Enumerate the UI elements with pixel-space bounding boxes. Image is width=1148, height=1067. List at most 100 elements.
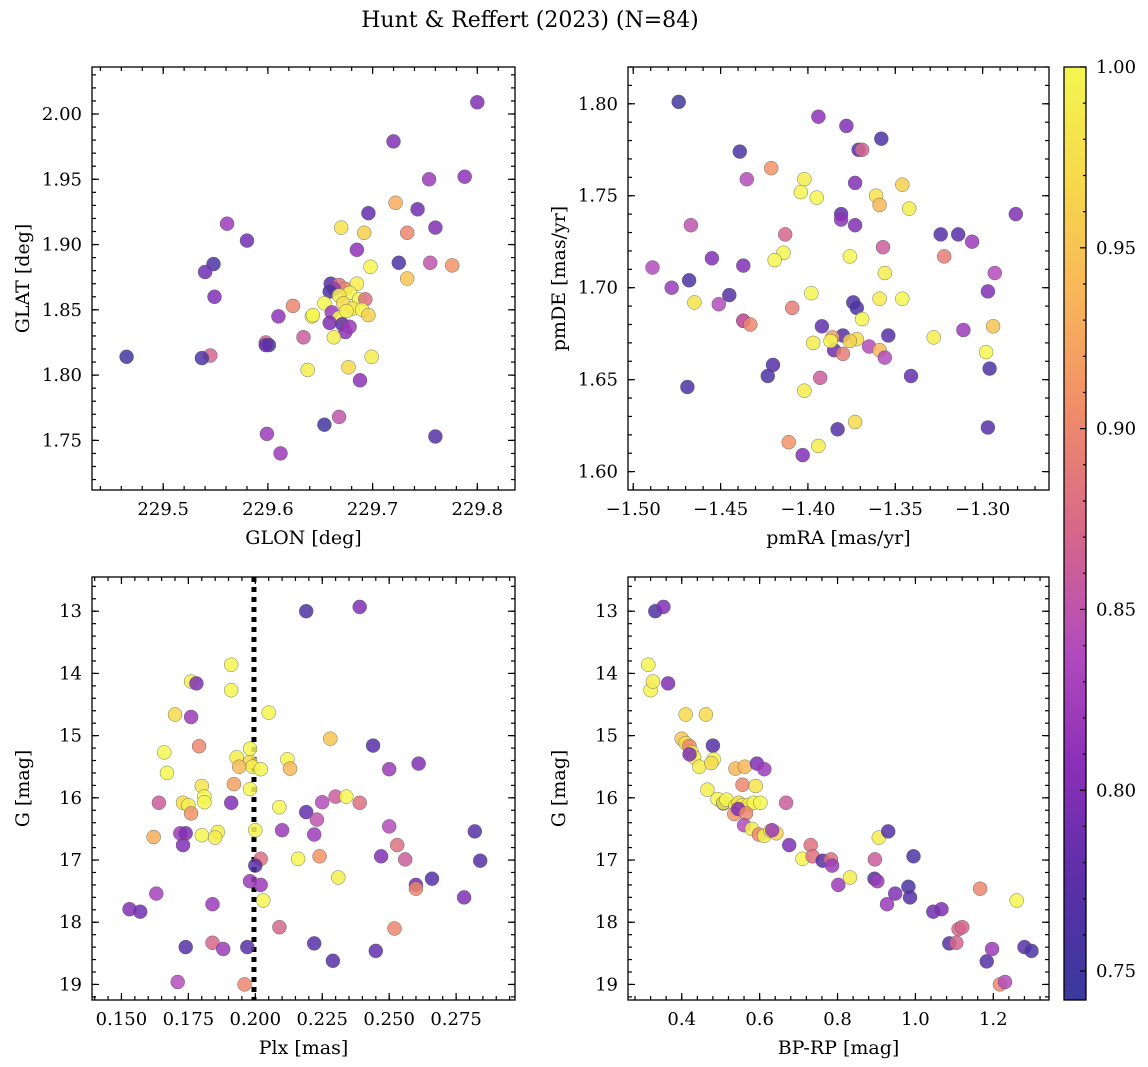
data-point	[341, 360, 356, 375]
data-point	[979, 954, 994, 969]
y-tick-label: 18	[595, 912, 618, 933]
data-point	[872, 291, 887, 306]
data-point	[881, 328, 896, 343]
data-point	[872, 197, 887, 213]
data-point	[867, 852, 883, 867]
data-point	[349, 242, 365, 258]
y-tick-label: 1.75	[578, 186, 618, 207]
data-point	[423, 255, 438, 270]
x-tick-label: −1.45	[693, 499, 748, 520]
panel-glon-glat: 229.5 229.6 229.7 229.8 1.75 1.80 1.85 1.90 1.95…	[12, 66, 516, 549]
x-tick-label: 229.8	[452, 499, 504, 520]
data-point	[352, 373, 368, 388]
data-point	[259, 426, 275, 442]
data-point	[781, 435, 796, 450]
data-point	[305, 307, 321, 323]
data-point	[151, 795, 167, 810]
data-point	[813, 370, 828, 385]
data-point	[282, 761, 298, 776]
data-point	[671, 94, 686, 110]
axes-frame	[91, 66, 516, 491]
panel-plx-g: 0.150 0.175 0.200 0.225 0.250 0.275 13 14 15 16 17…	[12, 576, 516, 1059]
data-point	[895, 177, 910, 192]
data-point	[352, 599, 367, 615]
figure-title: Hunt & Reffert (2023) (N=84)	[361, 8, 699, 33]
data-point	[240, 939, 255, 955]
data-point	[364, 349, 379, 364]
y-tick-label: 17	[59, 850, 82, 871]
data-point	[382, 762, 397, 777]
x-tick-label: 0.275	[430, 1009, 482, 1030]
data-point	[157, 745, 172, 760]
data-point	[704, 251, 720, 266]
data-point	[785, 300, 800, 316]
data-point	[870, 874, 885, 889]
x-axis-label: pmRA [mas/yr]	[766, 527, 910, 549]
data-point	[722, 287, 737, 303]
data-point	[875, 239, 891, 255]
data-point	[467, 824, 482, 839]
x-tick-label: 1.2	[979, 1009, 1008, 1030]
y-tick-label: 1.80	[578, 94, 618, 115]
data-point	[223, 683, 239, 698]
data-point	[683, 217, 699, 233]
data-point	[119, 349, 134, 364]
data-point	[307, 936, 322, 951]
data-point	[386, 134, 401, 149]
data-point	[809, 190, 824, 205]
data-point	[804, 286, 819, 301]
data-point	[778, 795, 794, 810]
data-point	[326, 330, 342, 345]
data-point	[331, 870, 346, 885]
y-tick-label: 1.60	[578, 462, 618, 483]
data-point	[242, 741, 258, 756]
data-point	[645, 674, 661, 689]
data-point	[410, 202, 425, 217]
data-point	[877, 350, 892, 365]
x-tick-label: 0.250	[363, 1009, 415, 1030]
data-point	[700, 782, 715, 797]
data-point	[711, 297, 726, 312]
data-point	[237, 977, 252, 992]
data-point	[997, 974, 1013, 990]
y-tick-label: 16	[59, 788, 82, 809]
data-point	[149, 886, 164, 901]
data-point	[205, 935, 220, 950]
data-point	[299, 604, 314, 619]
data-point	[299, 804, 314, 820]
plot-area	[122, 577, 488, 1000]
y-tick-label: 1.90	[42, 235, 82, 256]
data-point	[456, 890, 472, 905]
x-tick-label: 0.200	[230, 1009, 282, 1030]
data-point	[261, 705, 276, 720]
x-tick-label: 0.150	[96, 1009, 148, 1030]
y-tick-label: 15	[595, 726, 618, 747]
data-point	[687, 295, 702, 310]
data-point	[205, 897, 220, 912]
data-point	[951, 227, 966, 242]
data-point	[296, 330, 311, 345]
data-point	[194, 828, 210, 843]
data-point	[732, 144, 747, 159]
data-point	[806, 335, 821, 351]
data-point	[814, 319, 830, 334]
colorbar-tick-label: 0.85	[1096, 599, 1136, 620]
x-tick-label: 0.8	[823, 1009, 852, 1030]
data-point	[739, 171, 754, 187]
data-point	[322, 315, 337, 331]
data-point	[274, 823, 290, 838]
data-point	[881, 824, 896, 839]
data-point	[273, 446, 288, 461]
data-point	[178, 826, 193, 841]
data-point	[194, 350, 210, 366]
colorbar-tick-label: 1.00	[1096, 57, 1136, 78]
data-point	[339, 789, 354, 804]
data-point	[178, 939, 193, 955]
data-point	[903, 368, 919, 384]
data-point	[797, 171, 812, 187]
colorbar-tick-label: 0.95	[1096, 238, 1136, 259]
data-point	[839, 118, 854, 134]
data-point	[253, 762, 268, 777]
x-tick-label: 0.6	[745, 1009, 774, 1030]
data-point	[847, 217, 863, 233]
